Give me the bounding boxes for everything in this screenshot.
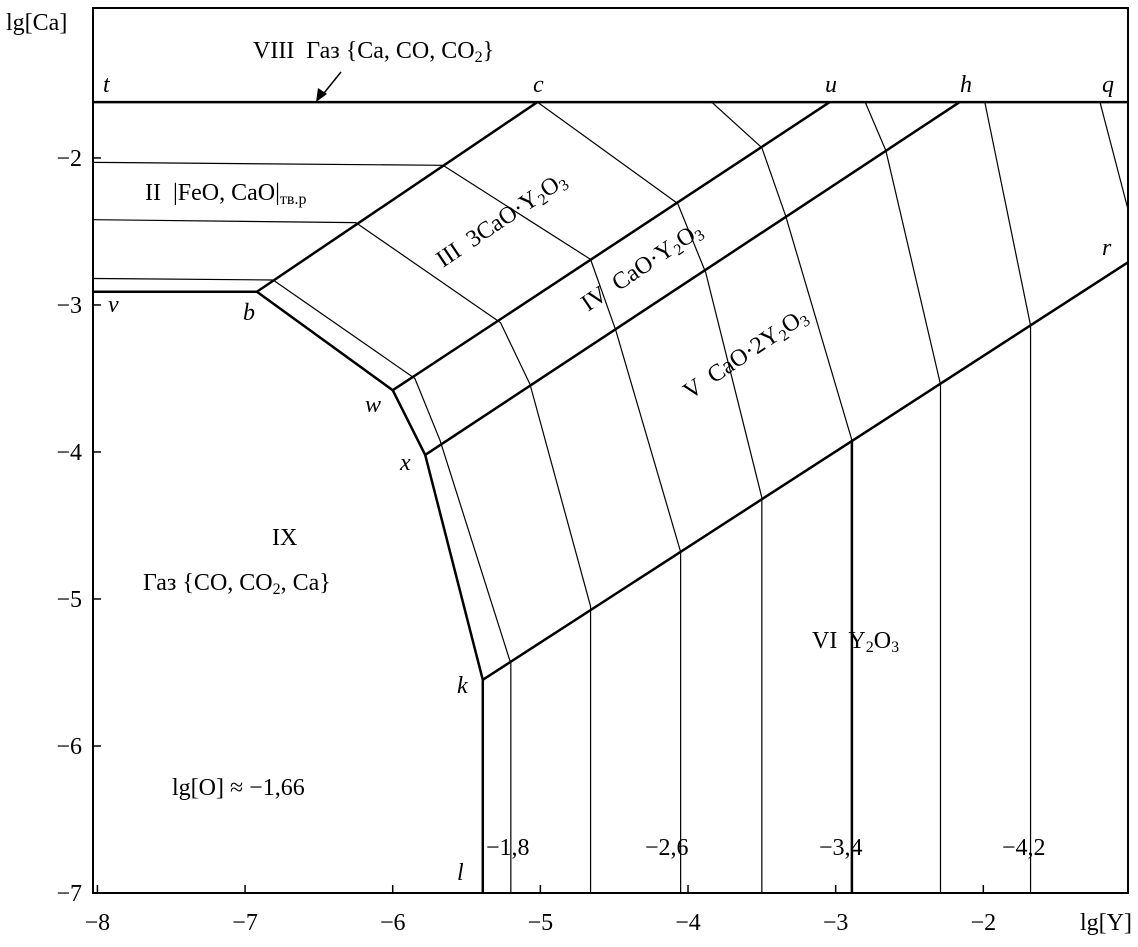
subscript: 2: [273, 581, 281, 598]
region-label: V CaO·2Y2O3: [679, 303, 814, 406]
point-label: h: [960, 72, 972, 98]
x-tick-label: −7: [232, 910, 258, 936]
phase-line: [864, 101, 942, 893]
y-tick-label: −5: [56, 587, 82, 613]
isoline-label: −4,2: [1002, 835, 1046, 861]
point-label: l: [457, 860, 464, 886]
phase-line: [392, 101, 831, 392]
label-text: O: [874, 628, 891, 654]
label-text: V CaO·2Y: [679, 322, 785, 405]
region-label: lg[O] ≈ −1,66: [172, 775, 305, 801]
subscript: 2: [866, 639, 874, 656]
y-tick-label: −2: [56, 146, 82, 172]
phase-line: [92, 161, 682, 893]
subscript: тв.р: [280, 191, 307, 208]
arrow-head: [316, 88, 327, 102]
phase-line: [92, 219, 592, 893]
label-text: Газ {CO, CO: [143, 570, 273, 596]
x-tick-label: −3: [823, 910, 849, 936]
isoline-label: −3,4: [819, 835, 863, 861]
region-label: VI Y2O3: [812, 628, 899, 656]
phase-line: [537, 101, 763, 893]
point-label: x: [399, 450, 411, 476]
x-tick-label: −4: [675, 910, 701, 936]
label-text: III 3CaO·Y: [432, 186, 544, 273]
phase-line: [984, 101, 1032, 893]
y-tick-label: −4: [56, 440, 82, 466]
subscript: 3: [891, 639, 899, 656]
point-label: t: [103, 72, 111, 98]
y-axis-label: lg[Ca]: [6, 10, 67, 36]
phase-line: [93, 290, 485, 893]
point-label: w: [365, 392, 381, 418]
label-text: II |FeO, CaO|: [145, 180, 280, 206]
region-label: III 3CaO·Y2O3: [432, 167, 573, 274]
label-text: }: [483, 38, 495, 64]
y-tick-label: −6: [56, 734, 82, 760]
phase-line: [711, 101, 853, 441]
point-label: r: [1102, 235, 1112, 261]
point-label: q: [1102, 72, 1114, 98]
x-axis-label: lg[Y]: [1080, 910, 1132, 936]
phase-line: [92, 277, 512, 893]
region-label: Газ {CO, CO2, Ca}: [143, 570, 331, 598]
region-label: IV CaO·Y2O3: [577, 217, 708, 318]
phase-line: [256, 101, 539, 293]
plot-frame: [92, 7, 1129, 894]
x-tick-label: −5: [528, 910, 554, 936]
region-label: IX: [272, 525, 297, 551]
label-text: VIII Газ {Ca, CO, CO: [253, 38, 475, 64]
label-text: IX: [272, 525, 297, 551]
region-label: II |FeO, CaO|тв.р: [145, 180, 306, 208]
region-label: VIII Газ {Ca, CO, CO2}: [253, 38, 494, 66]
point-label: u: [825, 72, 837, 98]
point-label: c: [533, 72, 544, 98]
point-label: v: [108, 292, 119, 318]
label-text: , Ca}: [281, 570, 331, 596]
label-text: lg[O] ≈ −1,66: [172, 775, 305, 801]
y-tick-label: −7: [56, 881, 82, 907]
phase-line: [424, 101, 961, 456]
label-text: IV CaO·Y: [577, 236, 680, 317]
isoline-label: −1,8: [486, 835, 530, 861]
point-label: k: [457, 673, 468, 699]
subscript: 2: [475, 49, 483, 66]
x-tick-label: −8: [85, 910, 111, 936]
y-tick-label: −3: [56, 293, 82, 319]
point-label: b: [243, 300, 255, 326]
x-tick-label: −6: [380, 910, 406, 936]
label-text: VI Y: [812, 628, 866, 654]
phase-line: [1099, 101, 1129, 210]
x-tick-label: −2: [971, 910, 997, 936]
isoline-label: −2,6: [645, 835, 689, 861]
